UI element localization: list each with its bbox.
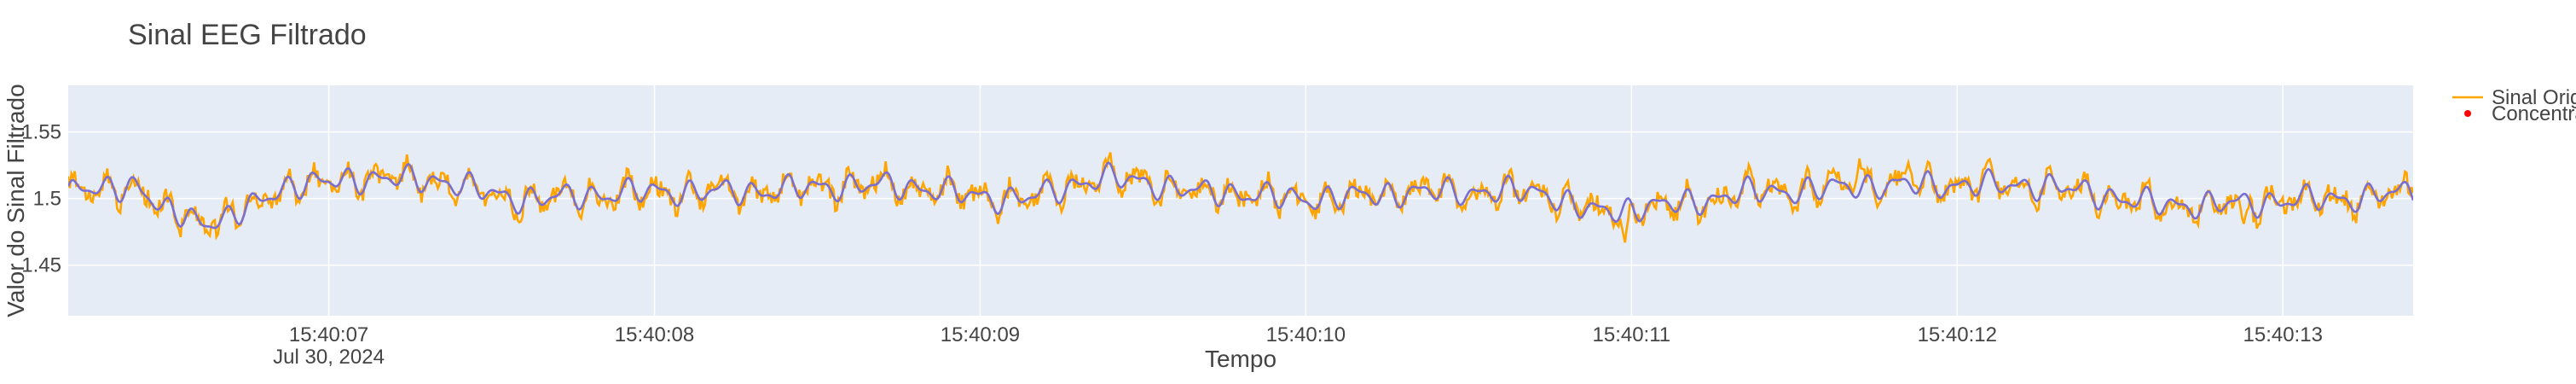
x-tick-label: 15:40:13 [2243, 323, 2323, 346]
x-gridlines [327, 85, 2284, 316]
legend-item-concentrado[interactable]: Concentrado [2464, 102, 2576, 125]
y-axis-label: Valor do Sinal Filtrado [3, 84, 29, 317]
legend: Sinal Original Concentrado [2452, 86, 2576, 125]
x-tick-label: 15:40:09 [941, 323, 1020, 346]
x-tick-label: 15:40:11 [1593, 323, 1671, 346]
legend-label-sinal-original: Sinal Original [2492, 86, 2576, 109]
x-tick-date-label: Jul 30, 2024 [273, 346, 385, 369]
y-axis-ticks: 1.45 1.5 1.55 [21, 121, 61, 277]
y-tick-label: 1.45 [21, 254, 61, 277]
legend-label-concentrado: Concentrado [2492, 102, 2576, 125]
x-tick-label: 15:40:07 [289, 323, 368, 346]
series-line-filtered[interactable] [68, 161, 2413, 230]
x-tick-label: 15:40:12 [1918, 323, 1997, 346]
x-tick-label: 15:40:10 [1266, 323, 1346, 346]
legend-swatch-marker [2464, 110, 2471, 117]
x-tick-label: 15:40:08 [615, 323, 694, 346]
x-axis-label: Tempo [1205, 346, 1276, 372]
y-tick-label: 1.55 [21, 121, 61, 144]
chart-title: Sinal EEG Filtrado [128, 19, 367, 51]
legend-item-sinal-original[interactable]: Sinal Original [2452, 86, 2576, 109]
y-tick-label: 1.5 [33, 188, 61, 211]
